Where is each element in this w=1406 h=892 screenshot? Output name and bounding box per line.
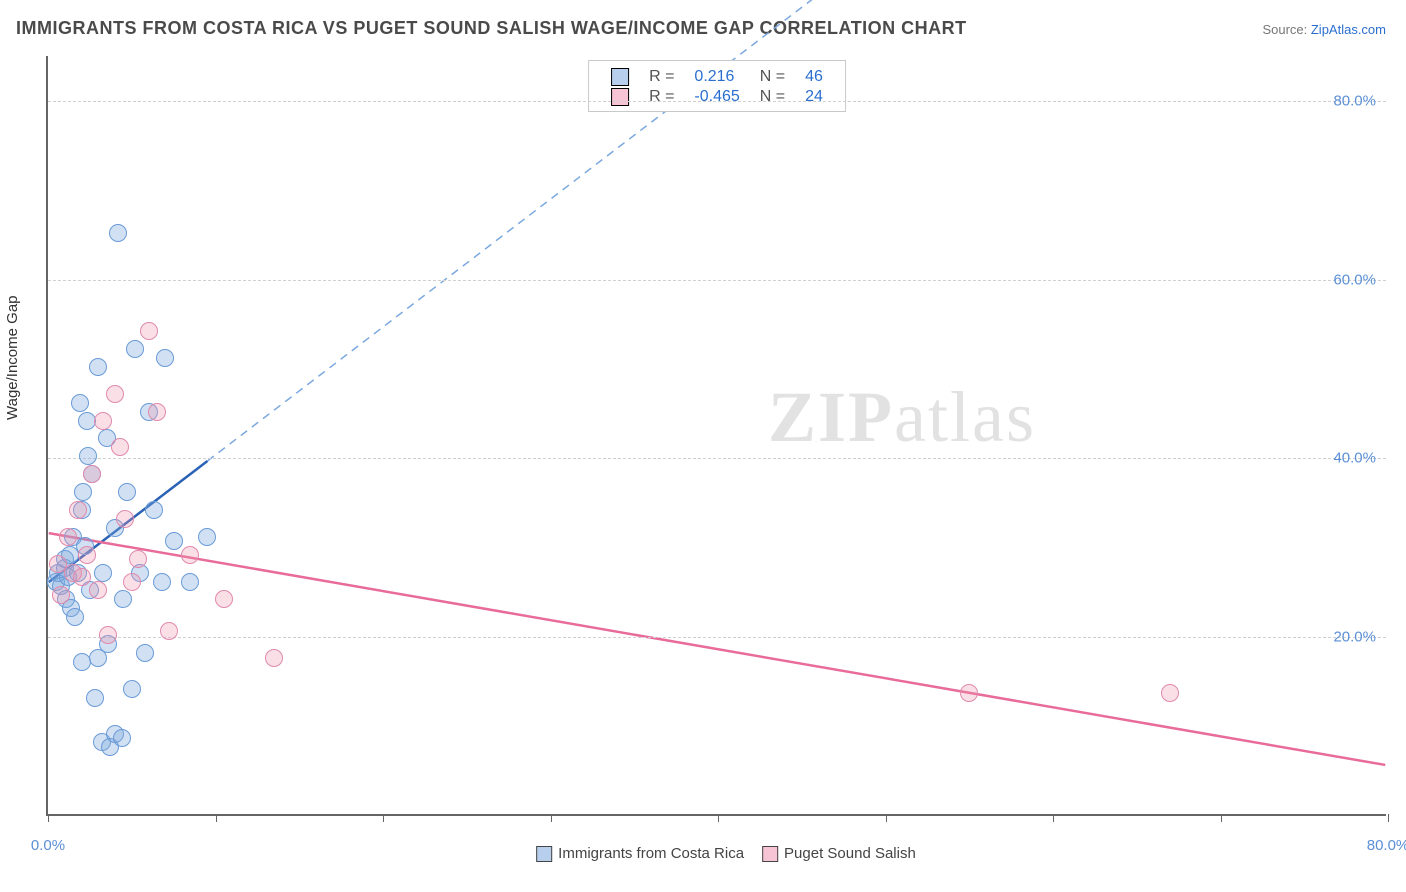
data-point-blue	[153, 573, 171, 591]
data-point-pink	[69, 501, 87, 519]
data-point-pink	[181, 546, 199, 564]
legend-swatch-pink	[611, 88, 629, 106]
source-prefix: Source:	[1262, 22, 1310, 37]
data-point-blue	[71, 394, 89, 412]
data-point-blue	[198, 528, 216, 546]
source-attribution: Source: ZipAtlas.com	[1262, 22, 1386, 37]
legend-r-value: 0.216	[684, 67, 749, 87]
legend-series-label: Puget Sound Salish	[784, 845, 916, 862]
data-point-pink	[111, 438, 129, 456]
data-point-blue	[123, 680, 141, 698]
data-point-blue	[94, 564, 112, 582]
y-axis-label: Wage/Income Gap	[4, 295, 21, 420]
data-point-blue	[145, 501, 163, 519]
data-point-pink	[89, 581, 107, 599]
legend-n-value: 46	[795, 67, 833, 87]
data-point-blue	[118, 483, 136, 501]
legend-r-value: -0.465	[684, 87, 749, 107]
data-point-blue	[66, 608, 84, 626]
x-tick	[718, 814, 719, 822]
legend-swatch-blue	[536, 846, 552, 862]
legend-series-label: Immigrants from Costa Rica	[558, 845, 744, 862]
x-tick-label: 80.0%	[1367, 837, 1406, 854]
data-point-pink	[116, 510, 134, 528]
data-point-blue	[113, 729, 131, 747]
data-point-pink	[99, 626, 117, 644]
chart-title: IMMIGRANTS FROM COSTA RICA VS PUGET SOUN…	[16, 18, 967, 39]
data-point-blue	[136, 644, 154, 662]
data-point-pink	[94, 412, 112, 430]
x-tick	[551, 814, 552, 822]
data-point-pink	[106, 385, 124, 403]
watermark: ZIPatlas	[768, 376, 1036, 459]
regression-line-pink	[49, 533, 1385, 765]
x-tick	[1221, 814, 1222, 822]
plot-area: ZIPatlas R =0.216N =46R =-0.465N =24 Imm…	[46, 56, 1386, 816]
watermark-zip: ZIP	[768, 377, 894, 457]
data-point-pink	[129, 550, 147, 568]
source-link[interactable]: ZipAtlas.com	[1311, 22, 1386, 37]
data-point-pink	[52, 586, 70, 604]
data-point-pink	[123, 573, 141, 591]
data-point-blue	[156, 349, 174, 367]
legend-swatch-pink	[762, 846, 778, 862]
data-point-blue	[114, 590, 132, 608]
data-point-pink	[265, 649, 283, 667]
data-point-blue	[181, 573, 199, 591]
data-point-pink	[148, 403, 166, 421]
x-tick	[1053, 814, 1054, 822]
legend-r-label: R =	[639, 87, 684, 107]
legend-row-blue: R =0.216N =46	[601, 67, 833, 87]
legend-n-label: N =	[750, 67, 795, 87]
gridline	[48, 637, 1386, 638]
data-point-blue	[78, 412, 96, 430]
data-point-blue	[74, 483, 92, 501]
data-point-blue	[126, 340, 144, 358]
y-tick-label: 80.0%	[1333, 92, 1376, 109]
regression-lines	[48, 56, 1386, 814]
series-legend: Immigrants from Costa Rica Puget Sound Sa…	[518, 845, 916, 862]
data-point-blue	[73, 653, 91, 671]
data-point-pink	[1161, 684, 1179, 702]
data-point-pink	[73, 568, 91, 586]
x-tick	[886, 814, 887, 822]
legend-row-pink: R =-0.465N =24	[601, 87, 833, 107]
gridline	[48, 101, 1386, 102]
x-tick-label: 0.0%	[31, 837, 65, 854]
data-point-blue	[109, 224, 127, 242]
x-tick	[383, 814, 384, 822]
gridline	[48, 280, 1386, 281]
data-point-pink	[83, 465, 101, 483]
x-tick	[216, 814, 217, 822]
legend-n-value: 24	[795, 87, 833, 107]
legend-swatch-blue	[611, 68, 629, 86]
watermark-atlas: atlas	[894, 377, 1036, 457]
data-point-pink	[78, 546, 96, 564]
legend-r-label: R =	[639, 67, 684, 87]
y-tick-label: 60.0%	[1333, 271, 1376, 288]
data-point-pink	[160, 622, 178, 640]
data-point-blue	[86, 689, 104, 707]
legend-n-label: N =	[750, 87, 795, 107]
data-point-pink	[140, 322, 158, 340]
x-tick	[1388, 814, 1389, 822]
gridline	[48, 458, 1386, 459]
correlation-legend: R =0.216N =46R =-0.465N =24	[588, 60, 846, 112]
data-point-blue	[165, 532, 183, 550]
y-tick-label: 20.0%	[1333, 629, 1376, 646]
data-point-pink	[960, 684, 978, 702]
x-tick	[48, 814, 49, 822]
data-point-pink	[59, 528, 77, 546]
data-point-pink	[215, 590, 233, 608]
data-point-blue	[79, 447, 97, 465]
data-point-blue	[89, 358, 107, 376]
y-tick-label: 40.0%	[1333, 450, 1376, 467]
